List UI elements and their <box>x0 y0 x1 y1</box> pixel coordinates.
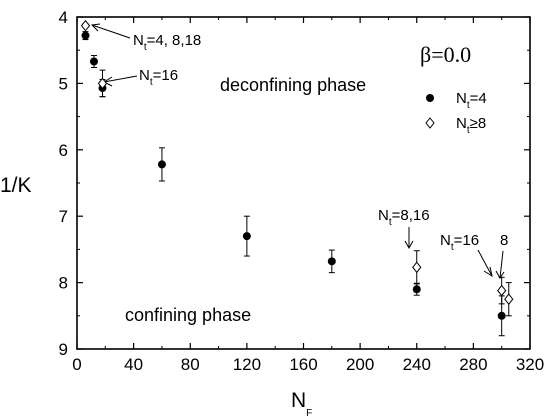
legend-marker-open-diamond <box>425 117 435 129</box>
x-tick-label: 120 <box>233 355 261 374</box>
legend-label-nt4-sub: t <box>467 100 470 111</box>
annotation-arrow-2 <box>103 75 138 83</box>
x-axis-title: NF <box>291 389 312 418</box>
y-tick-label: 6 <box>59 141 68 160</box>
legend-marker-filled-circle <box>426 94 434 102</box>
annotation-arrow-1 <box>91 24 131 39</box>
y-tick-labels: 4 5 6 7 8 9 <box>59 8 68 359</box>
annotation-4-main: N <box>440 232 451 249</box>
annotation-3-main: N <box>378 207 389 224</box>
annotation-arrowhead-4 <box>483 266 493 278</box>
x-tick-label: 280 <box>459 355 487 374</box>
y-tick-label: 9 <box>59 340 68 359</box>
annotation-label-1: Nt=4, 8,18 <box>133 32 201 53</box>
x-tick-label: 160 <box>289 355 317 374</box>
x-tick-labels: 0 40 80 120 160 200 240 280 320 <box>72 355 544 374</box>
legend-label-nt4-main: N <box>456 90 467 107</box>
axis-ticks <box>76 16 531 350</box>
legend-title: β=0.0 <box>420 42 471 67</box>
legend-label-nt8-sub: t <box>467 125 470 136</box>
legend-label-nt4: Nt=4 <box>456 90 487 111</box>
x-tick-label: 240 <box>403 355 431 374</box>
annotation-arrowhead-1 <box>90 23 101 32</box>
data-marks <box>80 19 514 337</box>
data-point-nt4 <box>412 285 421 294</box>
annotation-arrowhead-5 <box>495 270 505 279</box>
legend-label-nt8: Nt≥8 <box>456 115 486 136</box>
annotation-3-rest: =8,16 <box>392 207 430 224</box>
y-tick-label: 5 <box>59 74 68 93</box>
annotation-1-sub: t <box>144 42 147 53</box>
data-point-nt8 <box>504 293 514 306</box>
x-tick-label: 80 <box>181 355 200 374</box>
annotation-label-2: Nt=16 <box>139 67 178 88</box>
data-point-nt8 <box>497 284 507 297</box>
annotations <box>90 23 505 279</box>
x-axis-title-sub: F <box>306 408 312 418</box>
annotation-2-sub: t <box>150 77 153 88</box>
annotation-2-main: N <box>139 67 150 84</box>
region-label-confining: confining phase <box>125 305 251 325</box>
data-point-nt4 <box>157 160 166 169</box>
region-label-deconfining: deconfining phase <box>220 75 366 95</box>
annotation-4-rest: =16 <box>454 232 479 249</box>
data-point-nt4 <box>497 311 506 320</box>
annotation-4-sub: t <box>451 242 454 253</box>
annotation-arrow-4 <box>477 249 493 277</box>
annotation-label-4: Nt=16 <box>440 232 479 253</box>
annotation-label-3: Nt=8,16 <box>378 207 430 228</box>
x-tick-label: 200 <box>346 355 374 374</box>
data-point-nt8 <box>80 19 91 32</box>
legend-label-nt8-rest: ≥8 <box>470 115 487 132</box>
annotation-1-main: N <box>133 32 144 49</box>
legend-label-nt8-main: N <box>456 115 467 132</box>
annotation-3-sub: t <box>389 217 392 228</box>
x-axis-title-main: N <box>291 389 306 412</box>
legend: β=0.0 Nt=4 Nt≥8 <box>420 42 487 136</box>
annotation-label-5: 8 <box>500 232 508 249</box>
data-point-nt4 <box>327 257 336 266</box>
legend-label-nt4-rest: =4 <box>470 90 487 107</box>
data-point-nt4 <box>242 232 251 241</box>
x-tick-label: 40 <box>124 355 143 374</box>
y-tick-label: 7 <box>59 207 68 226</box>
data-point-nt4 <box>89 57 98 66</box>
annotation-2-rest: =16 <box>153 67 178 84</box>
annotation-1-rest: =4, 8,18 <box>147 32 202 49</box>
data-point-nt8 <box>97 77 108 90</box>
y-tick-label: 4 <box>59 8 68 27</box>
y-tick-label: 8 <box>59 274 68 293</box>
x-tick-label: 0 <box>72 355 81 374</box>
data-point-nt4 <box>81 31 90 40</box>
data-point-nt8 <box>412 261 422 274</box>
x-tick-label: 320 <box>516 355 544 374</box>
annotation-arrowhead-3 <box>404 240 414 250</box>
y-axis-title: 1/K <box>0 174 32 197</box>
annotation-arrow-5 <box>499 250 504 279</box>
